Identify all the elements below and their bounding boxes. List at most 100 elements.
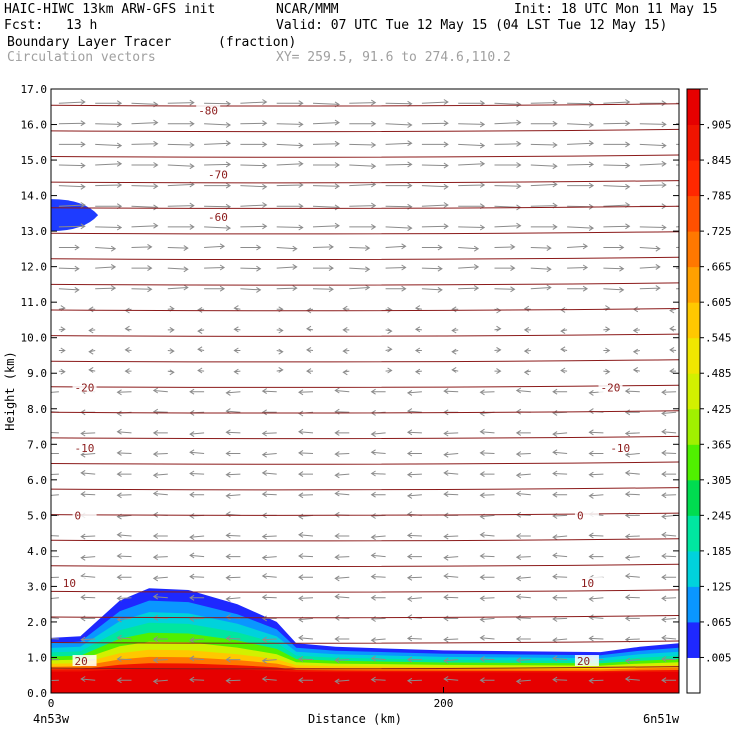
vector-arrow bbox=[588, 614, 604, 621]
colorbar-label: .845 bbox=[705, 154, 732, 167]
vector-arrow bbox=[95, 100, 123, 107]
vector-arrow bbox=[603, 244, 625, 251]
vector-arrow bbox=[261, 409, 277, 416]
vector-arrow bbox=[443, 615, 459, 622]
vector-arrow bbox=[421, 244, 443, 251]
vector-arrow bbox=[334, 554, 350, 561]
vector-arrow bbox=[116, 428, 132, 435]
vector-arrow bbox=[276, 121, 304, 128]
vector-arrow bbox=[370, 552, 386, 559]
vector-arrow bbox=[240, 202, 268, 208]
vector-arrow bbox=[406, 596, 422, 602]
vector-arrow bbox=[632, 366, 640, 373]
vector-arrow bbox=[624, 657, 640, 664]
vector-arrow bbox=[523, 348, 531, 355]
vector-arrow bbox=[443, 594, 459, 601]
vector-arrow bbox=[58, 141, 86, 148]
vector-arrow bbox=[421, 202, 449, 208]
vector-arrow bbox=[451, 348, 459, 355]
vector-arrow bbox=[80, 469, 96, 476]
vector-arrow bbox=[167, 326, 175, 333]
vector-arrow bbox=[116, 595, 132, 602]
contour-label: 10 bbox=[581, 577, 594, 590]
vector-arrow bbox=[443, 430, 459, 437]
vector-arrow bbox=[116, 634, 132, 641]
vector-arrow bbox=[204, 285, 226, 292]
vector-arrow bbox=[443, 533, 459, 540]
vector-arrow bbox=[225, 635, 241, 642]
contour-line bbox=[51, 205, 679, 209]
contour-label: -20 bbox=[601, 381, 621, 394]
vector-arrow bbox=[588, 450, 604, 457]
vector-arrow bbox=[406, 429, 422, 436]
vector-arrow bbox=[276, 327, 284, 334]
vector-arrow bbox=[58, 120, 86, 127]
vector-arrow bbox=[152, 657, 168, 664]
contour-label: 20 bbox=[577, 655, 590, 668]
contour-line bbox=[51, 435, 679, 440]
contour-line bbox=[51, 666, 679, 670]
vector-arrow bbox=[197, 346, 205, 353]
vector-arrow bbox=[443, 657, 459, 664]
colorbar-label: .665 bbox=[705, 261, 732, 274]
vector-arrow bbox=[51, 617, 59, 619]
vector-arrow bbox=[624, 469, 640, 476]
vector-arrow bbox=[58, 347, 66, 354]
vector-arrow bbox=[385, 140, 413, 147]
vector-arrow bbox=[385, 161, 413, 168]
vector-arrow bbox=[261, 533, 277, 540]
vector-arrow bbox=[80, 491, 96, 498]
vector-arrow bbox=[152, 490, 168, 497]
vector-arrow bbox=[639, 142, 667, 149]
vector-arrow bbox=[443, 573, 459, 579]
y-tick-label: 7.0 bbox=[27, 438, 47, 451]
vector-arrow bbox=[152, 678, 168, 685]
vector-arrow bbox=[204, 182, 232, 189]
vector-arrow bbox=[261, 388, 277, 395]
vector-arrow bbox=[479, 492, 495, 499]
contour-line bbox=[51, 359, 679, 363]
y-tick-label: 5.0 bbox=[27, 509, 47, 522]
contour-label-bg bbox=[72, 441, 97, 453]
vector-arrow bbox=[152, 554, 168, 561]
vector-arrow bbox=[624, 409, 640, 416]
y-tick-label: 3.0 bbox=[27, 580, 47, 593]
vector-arrow bbox=[261, 657, 277, 664]
vector-arrow bbox=[552, 534, 568, 541]
vector-arrow bbox=[298, 656, 314, 662]
vector-arrow bbox=[603, 99, 631, 105]
vector-arrow bbox=[624, 676, 640, 682]
colorbar-swatch bbox=[687, 444, 700, 481]
vector-arrow bbox=[624, 554, 640, 561]
vector-arrow bbox=[443, 491, 459, 498]
y-tick-label: 6.0 bbox=[27, 474, 47, 487]
vector-arrow bbox=[51, 576, 59, 579]
vector-arrow bbox=[204, 100, 232, 107]
vector-arrow bbox=[167, 348, 175, 355]
vector-arrow bbox=[421, 120, 449, 127]
init-time: Init: 18 UTC Mon 11 May 15 bbox=[514, 2, 718, 17]
vector-arrow bbox=[116, 616, 132, 623]
vector-arrow bbox=[567, 182, 595, 189]
vector-arrow bbox=[80, 451, 96, 458]
vector-arrow bbox=[370, 637, 386, 644]
vector-arrow bbox=[51, 453, 59, 454]
vector-arrow bbox=[406, 574, 422, 581]
vector-arrow bbox=[494, 101, 522, 108]
vector-arrow bbox=[58, 368, 66, 375]
vector-arrow bbox=[95, 245, 117, 252]
contour-label-bg bbox=[598, 381, 623, 393]
contour-label: -10 bbox=[610, 442, 630, 455]
colorbar-swatch bbox=[687, 586, 700, 623]
vector-arrow bbox=[116, 677, 132, 684]
vector-arrow bbox=[334, 429, 350, 436]
colorbar-swatch bbox=[687, 408, 700, 445]
vectors-label: Circulation vectors bbox=[7, 50, 156, 65]
vector-arrow bbox=[204, 161, 232, 168]
vector-arrow bbox=[131, 162, 159, 168]
vector-arrow bbox=[240, 99, 268, 105]
contour-line bbox=[51, 589, 679, 593]
colorbar: .005 .065 .125 .185 .245 .305 .365 .425 .485 .545… bbox=[686, 88, 732, 694]
vector-arrow bbox=[479, 428, 495, 435]
vector-arrow bbox=[603, 162, 631, 169]
